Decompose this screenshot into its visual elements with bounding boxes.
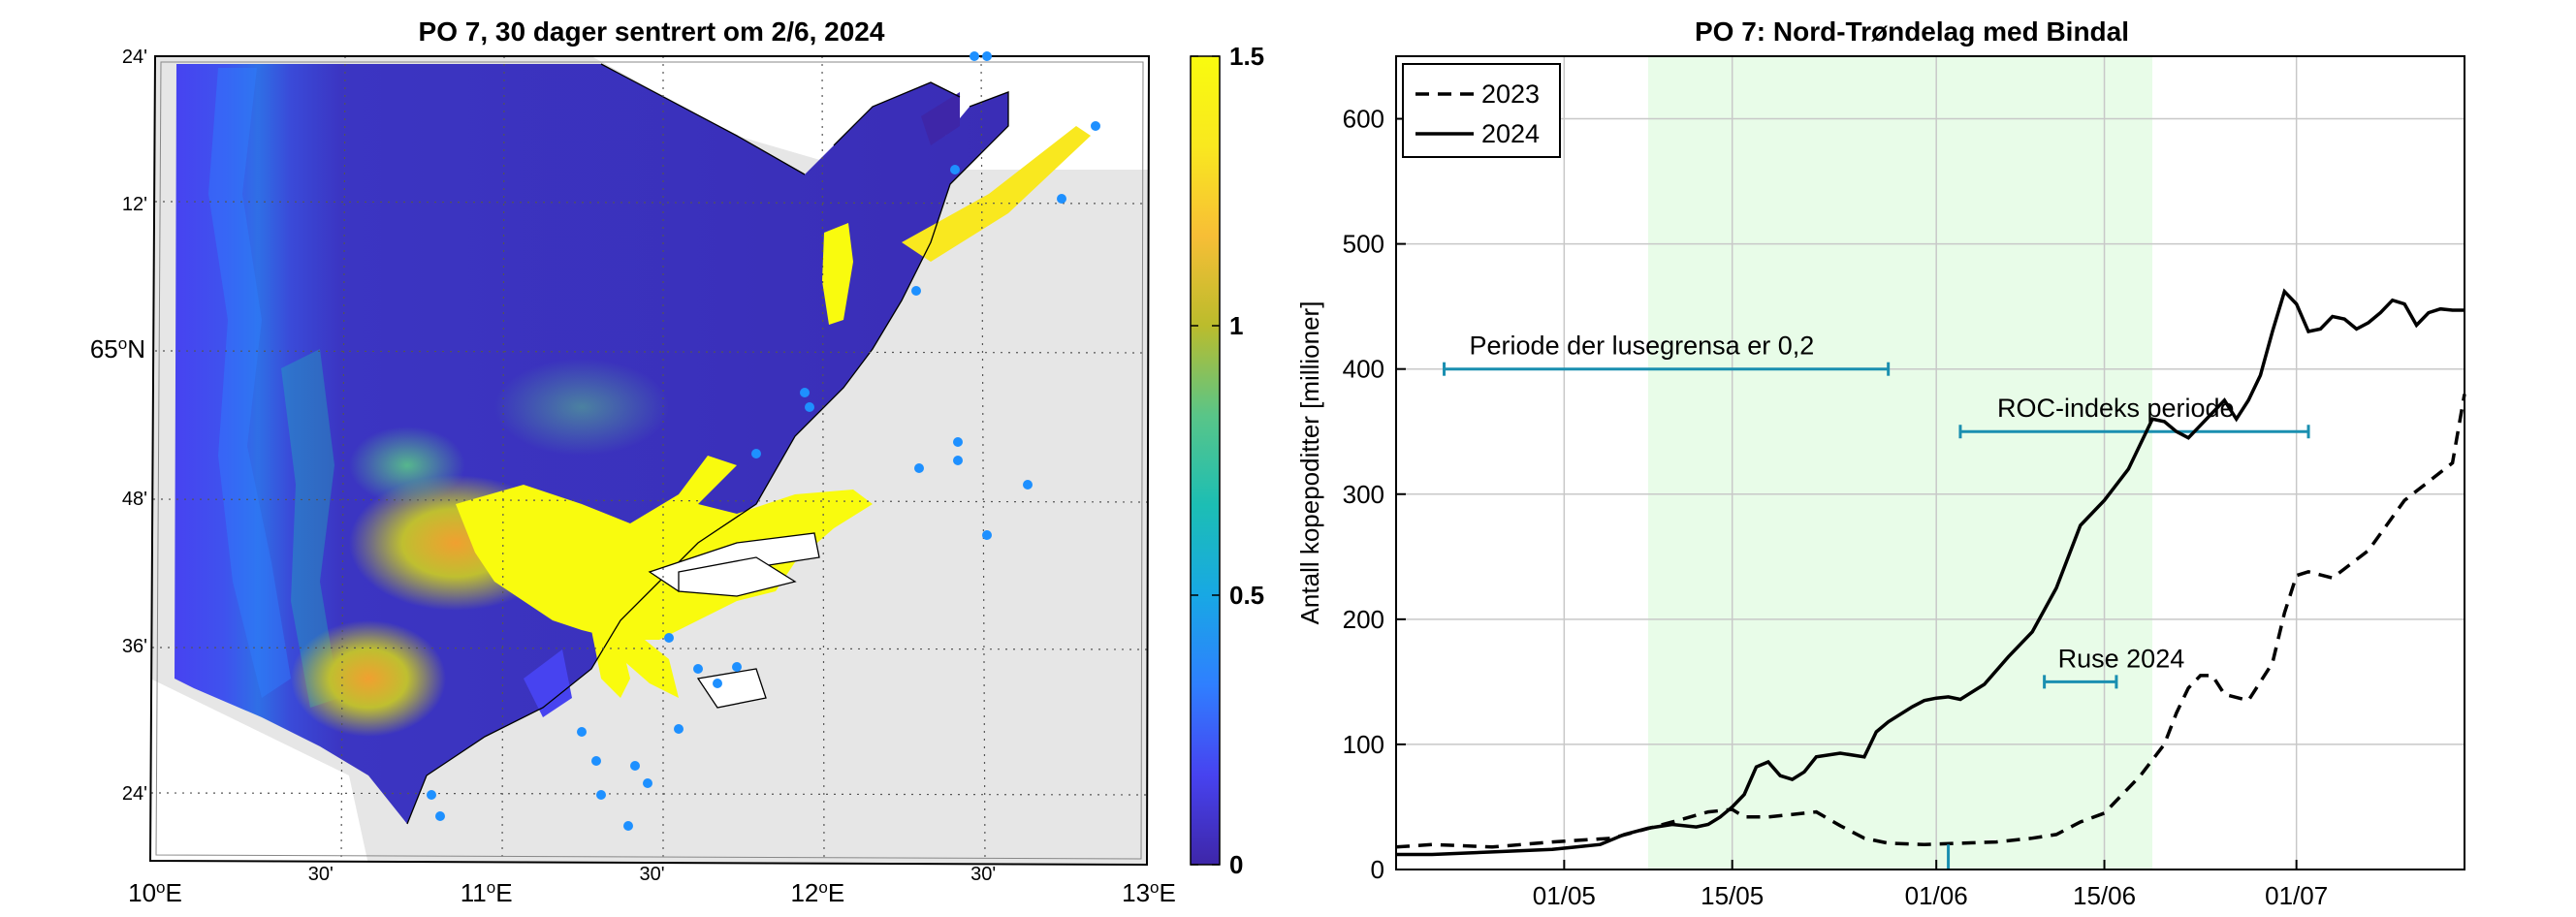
x-tick-label-1: 15/05: [1701, 881, 1764, 910]
y-tick-label-5: 500: [1343, 230, 1384, 259]
annotation-label-2: Ruse 2024: [2058, 644, 2185, 673]
axis-ticks: 0 100 200 300 400 500 600 01/05 15/05 01/06 15/06 0…: [1343, 105, 2329, 910]
y-tick-label-6: 600: [1343, 105, 1384, 134]
annotation-label-0: Periode der lusegrensa er 0,2: [1470, 332, 1815, 361]
station-marker: [577, 727, 587, 737]
map-sea-band: [208, 68, 291, 698]
lon-label-1: 11oE: [461, 878, 513, 908]
station-marker: [643, 778, 652, 788]
map-fjord-yellow-3: [822, 223, 853, 325]
lon-label-2: 12oE: [790, 878, 844, 908]
map-panel: PO 7, 30 dager sentrert om 2/6, 2024: [90, 16, 1264, 907]
lat-label-5: 24': [122, 47, 147, 68]
map-hotspot-2: [291, 620, 446, 737]
x-tick-label-2: 01/06: [1905, 881, 1968, 910]
legend-label-2023: 2023: [1481, 79, 1540, 109]
map-lake-outline: [678, 556, 797, 597]
station-marker: [970, 51, 979, 61]
map-frame-inner: [155, 61, 1144, 860]
y-tick-label-1: 100: [1343, 730, 1384, 759]
gridlines: [1396, 56, 2465, 870]
station-marker: [664, 633, 674, 643]
lat-label-0: 24': [122, 783, 147, 805]
lon-label-0: 10oE: [128, 878, 182, 908]
station-marker: [674, 724, 684, 734]
station-marker: [911, 286, 921, 296]
map-lake-outline-2: [696, 668, 767, 709]
station-marker: [1091, 121, 1100, 131]
map-title: PO 7, 30 dager sentrert om 2/6, 2024: [419, 16, 885, 47]
map-hotspot-4: [494, 359, 669, 456]
y-axis-label: Antall kopepoditter [millioner]: [1295, 301, 1324, 625]
shaded-period: [1648, 56, 2153, 870]
station-marker: [982, 51, 992, 61]
station-marker: [596, 790, 606, 800]
lon-minor-label-1: 30': [639, 864, 664, 885]
map-fjord-blue: [921, 92, 960, 145]
map-nodata-bottomleft: [150, 679, 368, 865]
lon-minor-label-0: 30': [308, 864, 334, 885]
x-tick-label-4: 01/07: [2265, 881, 2328, 910]
station-marker: [623, 821, 633, 831]
station-marker: [953, 456, 963, 465]
colorbar: [1190, 55, 1221, 866]
x-tick-label-3: 15/06: [2073, 881, 2136, 910]
colorbar-label-1: 0.5: [1229, 581, 1264, 610]
map-fjord-yellow-4: [902, 126, 1091, 262]
station-marker: [1057, 194, 1066, 204]
station-marker: [982, 530, 992, 540]
map-fjord-yellow-5: [611, 620, 679, 698]
station-marker: [953, 437, 963, 447]
series-2024-line: [1396, 288, 2465, 857]
lat-label-2: 48': [122, 489, 147, 510]
map-sea-band-2: [281, 349, 339, 708]
station-marker: [693, 664, 703, 674]
colorbar-label-2: 1: [1229, 311, 1243, 340]
colorbar-label-0: 0: [1229, 850, 1243, 879]
map-frame: [148, 55, 1151, 867]
map-hotspot-3: [349, 427, 465, 504]
series-2023-line: [1395, 394, 2466, 849]
annotation-label-1: ROC-indeks periode: [1997, 394, 2235, 423]
lon-minor-label-2: 30': [970, 864, 996, 885]
station-marker: [713, 679, 722, 688]
legend: 2023 2024: [1402, 63, 1561, 158]
line-chart-title: PO 7: Nord-Trøndelag med Bindal: [1695, 16, 2129, 47]
station-marker: [751, 449, 761, 458]
line-chart-panel: PO 7: Nord-Trøndelag med Bindal Periode …: [1295, 16, 2466, 910]
map-fjord-yellow: [456, 456, 873, 640]
station-marker: [1023, 480, 1033, 490]
map-graticule: [150, 55, 1150, 864]
lon-label-3: 13oE: [1122, 878, 1176, 908]
station-marker: [630, 761, 640, 771]
y-tick-label-3: 300: [1343, 480, 1384, 509]
y-tick-label-4: 400: [1343, 355, 1384, 384]
map-axis-labels: 10oE 11oE 12oE 13oE 30' 30' 30' 24' 36' 48' 65oN 12…: [90, 47, 1176, 907]
station-marker: [805, 402, 814, 412]
station-marker: [435, 811, 445, 821]
station-marker: [950, 165, 960, 174]
station-marker: [732, 662, 742, 672]
x-tick-label-0: 01/05: [1533, 881, 1596, 910]
y-tick-label-2: 200: [1343, 605, 1384, 634]
colorbar-label-3: 1.5: [1229, 42, 1264, 71]
map-coastline: [406, 63, 1009, 825]
colorbar-ticks: 0 0.5 1 1.5: [1191, 42, 1264, 879]
map-stations: [427, 51, 1100, 831]
station-marker: [427, 790, 436, 800]
lat-label-4: 12': [122, 194, 147, 215]
legend-box: [1402, 63, 1561, 158]
lat-label-1: 36': [122, 636, 147, 657]
annotations: Periode der lusegrensa er 0,2 ROC-indeks …: [1443, 332, 2310, 689]
y-tick-label-0: 0: [1371, 855, 1384, 884]
plot-area: [1395, 55, 2465, 870]
legend-label-2024: 2024: [1481, 119, 1540, 148]
station-marker: [591, 756, 601, 766]
map-fjord-blue-2: [524, 649, 572, 717]
station-marker: [914, 463, 924, 473]
station-marker: [800, 388, 810, 397]
lat-label-3: 65oN: [90, 334, 145, 364]
